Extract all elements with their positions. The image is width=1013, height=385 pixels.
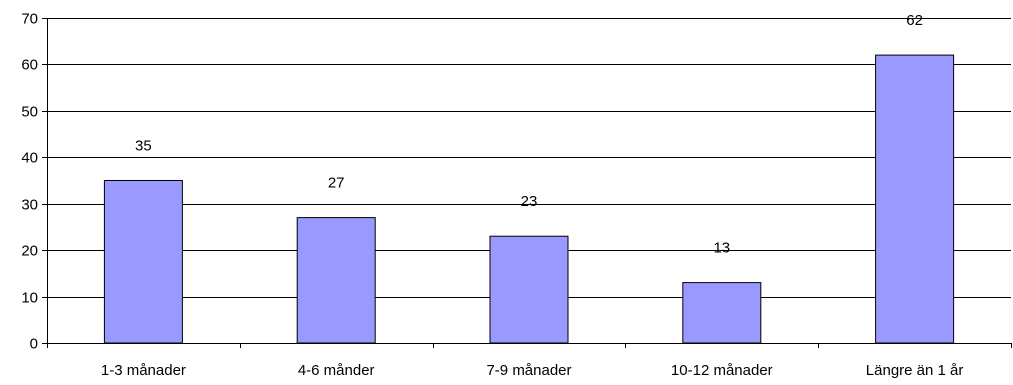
bar-5: [875, 54, 955, 344]
data-label: 62: [906, 12, 923, 29]
data-label: 23: [521, 193, 538, 210]
x-tick-label: 7-9 månader: [486, 362, 571, 379]
x-tick-label: 10-12 månader: [671, 362, 773, 379]
x-tick-label: 1-3 månader: [101, 362, 186, 379]
x-tick-label: 4-6 månder: [298, 362, 375, 379]
y-tick-label: 20: [21, 243, 38, 260]
bar-3: [489, 235, 569, 344]
data-labels: 35 27 23 13 62: [135, 12, 923, 257]
y-tick-label: 0: [30, 336, 38, 353]
y-tick-label: 10: [21, 290, 38, 307]
y-tick-label: 50: [21, 104, 38, 121]
y-tick-label: 40: [21, 150, 38, 167]
data-label: 35: [135, 138, 152, 155]
y-tick-labels: 0 10 20 30 40 50 60 70: [21, 11, 38, 353]
x-tick-label: Längre än 1 år: [866, 362, 964, 379]
y-tick-label: 70: [21, 11, 38, 28]
bar-4: [682, 282, 762, 344]
data-label: 13: [713, 240, 730, 257]
y-tick-label: 30: [21, 197, 38, 214]
gridlines: [47, 18, 1011, 298]
data-label: 27: [328, 175, 345, 192]
y-tick-label: 60: [21, 57, 38, 74]
bar-2: [296, 217, 376, 344]
x-tick-labels: 1-3 månader 4-6 månder 7-9 månader 10-12 må…: [101, 362, 964, 379]
bars: [103, 54, 955, 344]
bar-1: [103, 180, 183, 344]
axes: [42, 18, 1012, 348]
